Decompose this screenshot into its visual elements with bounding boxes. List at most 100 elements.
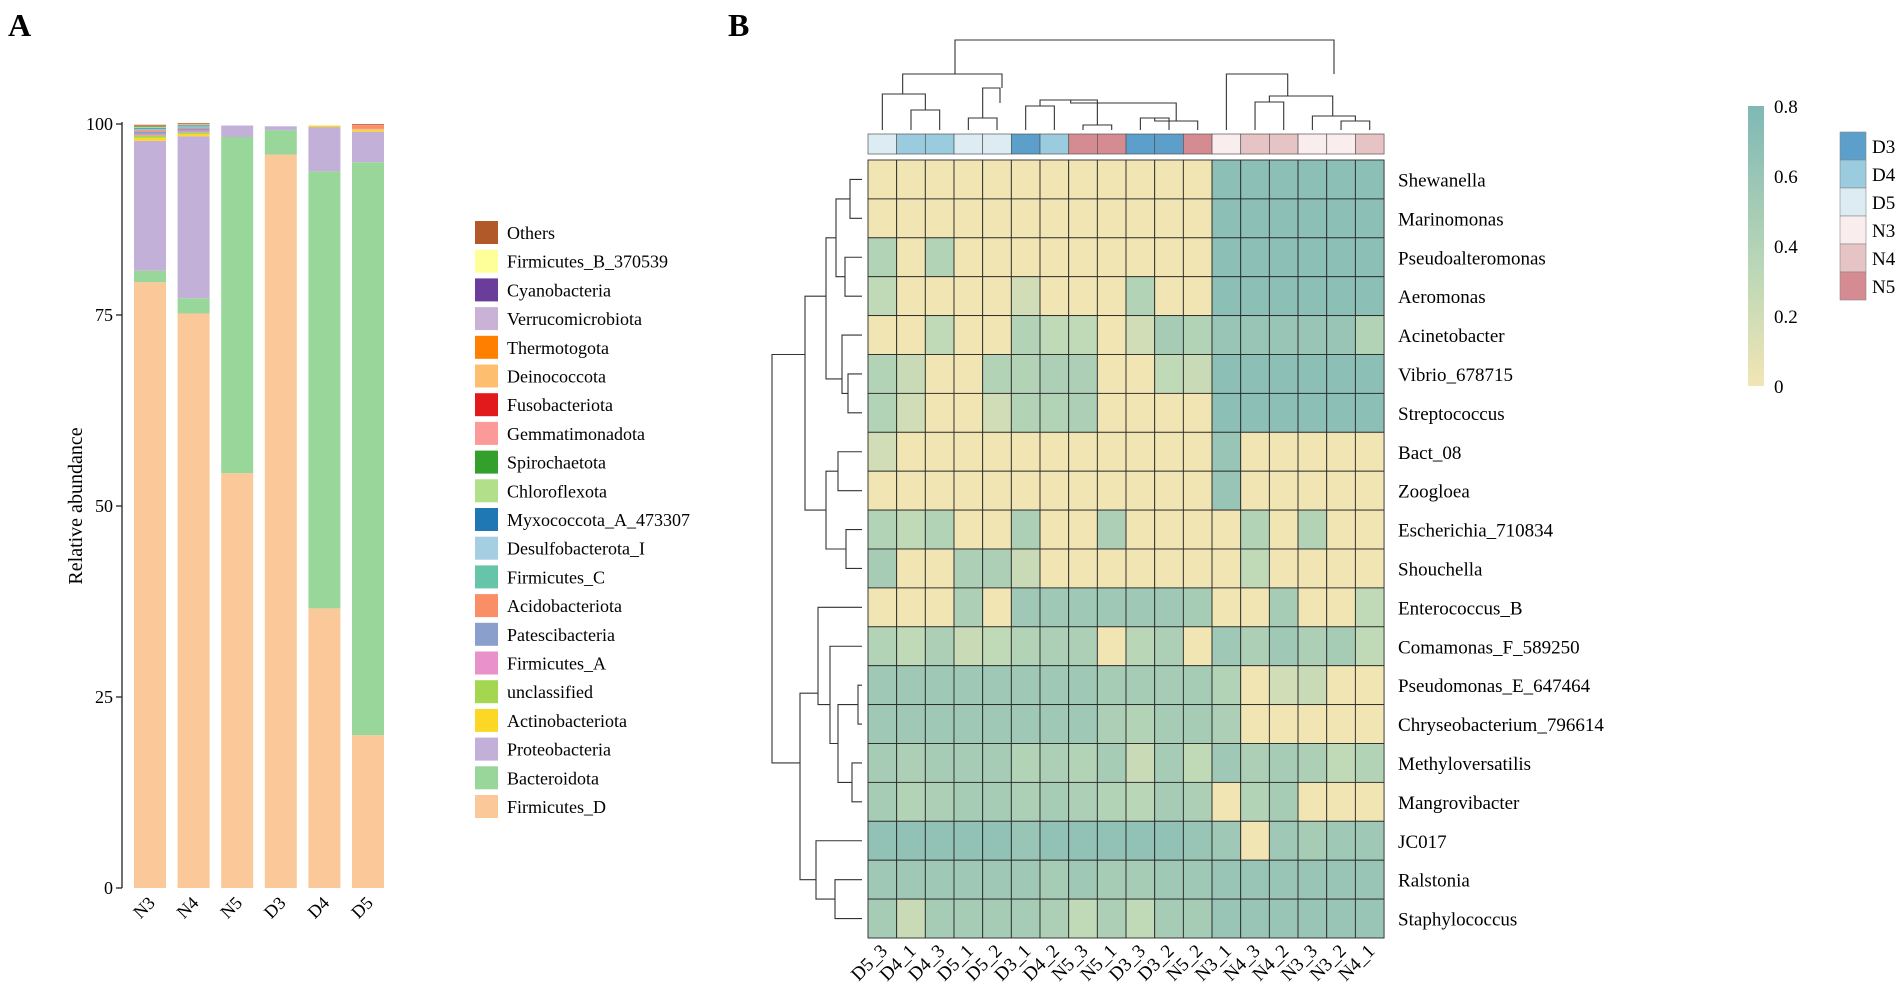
heat-cell-ralstonia-d5-2 (982, 859, 1012, 900)
bar-segment-d3-bacteroidota (264, 130, 297, 155)
heat-cell-comamonas-f-589250-d3-3 (1125, 626, 1156, 667)
bar-segment-n3-patescibacteria (134, 131, 166, 134)
row-label-comamonas-f-589250: Comamonas_F_589250 (1398, 637, 1580, 658)
annotation-cell-n4-3 (1240, 133, 1270, 155)
heat-cell-marinomonas-n3-3 (1297, 198, 1328, 239)
heat-cell-comamonas-f-589250-d4-2 (1039, 626, 1070, 667)
heat-cell-mangrovibacter-n3-2 (1326, 781, 1356, 822)
heat-cell-jc017-n3-3 (1297, 820, 1328, 861)
heat-cell-comamonas-f-589250-d4-3 (924, 626, 955, 667)
heat-cell-shewanella-d4-3 (924, 159, 955, 200)
heat-cell-staphylococcus-n3-2 (1326, 898, 1356, 939)
heat-cell-mangrovibacter-n4-3 (1240, 781, 1270, 822)
heat-cell-vibrio-678715-d5-2 (982, 354, 1012, 394)
row-label-zoogloea: Zoogloea (1398, 482, 1470, 503)
heat-cell-pseudomonas-e-647464-n3-1 (1211, 665, 1242, 706)
heat-cell-enterococcus-b-d3-3 (1125, 587, 1156, 628)
phylum-legend: Others Firmicutes_B_370539 Cyanobacteria Ve… (475, 221, 690, 818)
heat-cell-streptococcus-n4-2 (1268, 392, 1299, 433)
annotation-cell-n3-3 (1297, 133, 1328, 155)
bar-segment-n4-bacteroidota (177, 298, 210, 314)
heat-cell-marinomonas-d5-2 (982, 198, 1012, 239)
x-tick-label-n5: N5 (216, 893, 246, 923)
heat-cell-chryseobacterium-796614-d4-2 (1039, 704, 1070, 744)
heat-cell-acinetobacter-d5-3 (867, 315, 898, 355)
legend-swatch-bacteroidota (475, 766, 498, 790)
heat-cell-pseudoalteromonas-d5-2 (982, 237, 1012, 278)
heat-cell-zoogloea-n5-3 (1068, 470, 1098, 511)
col-link-root (954, 39, 1335, 74)
heat-cell-shouchella-n5-1 (1096, 548, 1127, 589)
legend-label-gemmatimonadota: Gemmatimonadota (507, 424, 645, 444)
heat-cell-zoogloea-d5-1 (953, 470, 984, 511)
heat-cell-staphylococcus-d4-2 (1039, 898, 1070, 939)
heat-cell-comamonas-f-589250-d3-1 (1010, 626, 1041, 667)
bar-segment-n3-others (134, 124, 166, 126)
legend-swatch-acidobacteriota (475, 594, 498, 618)
annotation-cell-d3-2 (1154, 133, 1184, 155)
heat-cell-marinomonas-d3-2 (1154, 198, 1184, 239)
heat-cell-pseudomonas-e-647464-d4-3 (924, 665, 955, 706)
heat-cell-chryseobacterium-796614-d3-1 (1010, 704, 1041, 744)
bar-segment-n3-actinobacteriota (134, 137, 166, 141)
legend-label-deinococcota: Deinococcota (507, 367, 606, 387)
heat-cell-bact-08-n5-2 (1182, 431, 1213, 472)
heat-cell-marinomonas-d3-3 (1125, 198, 1156, 239)
heat-cell-jc017-n4-3 (1240, 820, 1270, 861)
heat-cell-marinomonas-n5-1 (1096, 198, 1127, 239)
heat-cell-bact-08-d4-3 (924, 431, 955, 472)
heat-cell-staphylococcus-n3-3 (1297, 898, 1328, 939)
heat-cell-vibrio-678715-d4-2 (1039, 354, 1070, 394)
heat-cell-vibrio-678715-n5-1 (1096, 354, 1127, 394)
heat-cell-aeromonas-d5-1 (953, 276, 984, 317)
heat-cell-shewanella-d3-2 (1154, 159, 1184, 200)
heat-cell-pseudoalteromonas-n3-3 (1297, 237, 1328, 278)
heat-cell-shewanella-d5-2 (982, 159, 1012, 200)
heat-cell-jc017-d3-1 (1010, 820, 1041, 861)
row-label-methyloversatilis: Methyloversatilis (1398, 754, 1531, 775)
heat-cell-shewanella-n3-1 (1211, 159, 1242, 200)
heat-cell-streptococcus-d4-1 (896, 392, 926, 433)
annotation-cell-n4-1 (1355, 133, 1385, 155)
heat-cell-pseudomonas-e-647464-n5-3 (1068, 665, 1098, 706)
heat-cell-staphylococcus-d3-1 (1010, 898, 1041, 939)
row-dendrogram (771, 178, 862, 920)
bar-segment-n4-actinobacteriota (177, 133, 210, 137)
row-link-5 (841, 334, 862, 394)
heat-cell-shouchella-d3-3 (1125, 548, 1156, 589)
legend-label-others: Others (507, 223, 555, 243)
heat-cell-staphylococcus-n5-1 (1096, 898, 1127, 939)
heat-cell-escherichia-710834-n4-2 (1268, 509, 1299, 550)
heat-cell-staphylococcus-n4-3 (1240, 898, 1270, 939)
heat-cell-aeromonas-d5-2 (982, 276, 1012, 317)
bar-segment-n3-firmicutes-a (134, 133, 166, 136)
heat-cell-streptococcus-n5-2 (1182, 392, 1213, 433)
heat-cell-zoogloea-d5-3 (867, 470, 898, 511)
annotation-cell-n3-2 (1326, 133, 1356, 155)
heat-cell-bact-08-d3-2 (1154, 431, 1184, 472)
row-link-6 (825, 237, 842, 380)
row-link-17 (815, 840, 862, 900)
heat-cell-aeromonas-d3-2 (1154, 276, 1184, 317)
heat-cell-vibrio-678715-n4-2 (1268, 354, 1299, 394)
heat-cell-mangrovibacter-n3-3 (1297, 781, 1328, 822)
bar-segment-n5-firmicutes-d (221, 473, 254, 888)
y-tick-label-25: 25 (95, 687, 113, 707)
heat-cell-mangrovibacter-n4-2 (1268, 781, 1299, 822)
legend-swatch-others (475, 221, 498, 244)
row-label-mangrovibacter: Mangrovibacter (1398, 793, 1520, 814)
heat-cell-ralstonia-d3-2 (1154, 859, 1184, 900)
heat-cell-shouchella-d4-2 (1039, 548, 1070, 589)
heat-cell-methyloversatilis-d4-1 (896, 743, 926, 783)
heat-cell-comamonas-f-589250-n5-2 (1182, 626, 1213, 667)
heat-cell-mangrovibacter-n5-3 (1068, 781, 1098, 822)
y-axis-title: Relative abundance (65, 427, 87, 584)
heat-cell-staphylococcus-n3-1 (1211, 898, 1242, 939)
bar-segment-d5-others (352, 124, 384, 125)
heat-cell-jc017-d5-2 (982, 820, 1012, 861)
heat-cell-ralstonia-d3-3 (1125, 859, 1156, 900)
heat-cell-streptococcus-d3-1 (1010, 392, 1041, 433)
stacked-bar-chart: N3 N4 N5 D3 D4 D5 0 25 50 75 100 Relative abundance (65, 114, 384, 922)
col-link-j (1254, 101, 1285, 130)
heat-cell-zoogloea-n3-1 (1211, 470, 1242, 511)
